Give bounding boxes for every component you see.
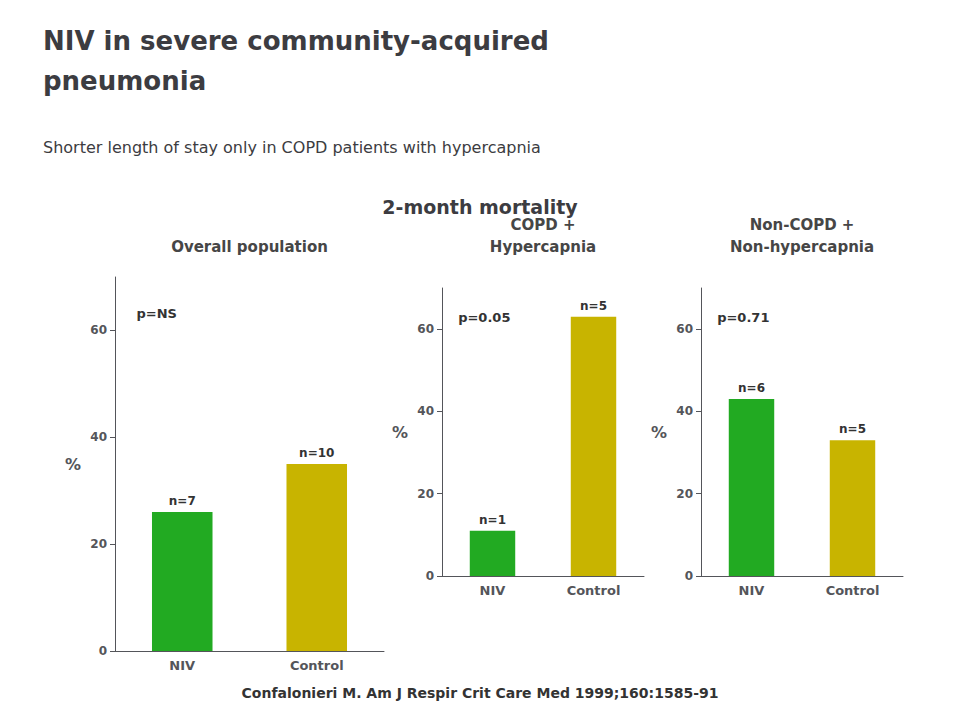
svg-text:20: 20	[90, 537, 107, 551]
svg-text:pneumonia: pneumonia	[43, 66, 206, 96]
svg-text:COPD +: COPD +	[511, 216, 576, 234]
svg-text:n=5: n=5	[580, 299, 607, 313]
svg-text:60: 60	[676, 322, 693, 336]
svg-text:n=5: n=5	[839, 422, 866, 436]
svg-text:60: 60	[90, 323, 107, 337]
svg-text:Confalonieri M. Am J Respir Cr: Confalonieri M. Am J Respir Crit Care Me…	[242, 685, 719, 701]
svg-text:0: 0	[685, 569, 693, 583]
svg-text:40: 40	[417, 404, 434, 418]
svg-text:Control: Control	[826, 583, 880, 598]
svg-text:0: 0	[99, 644, 107, 658]
svg-text:n=1: n=1	[479, 513, 506, 527]
svg-text:20: 20	[417, 487, 434, 501]
svg-text:Control: Control	[290, 658, 344, 673]
svg-text:p=0.05: p=0.05	[458, 310, 510, 325]
svg-text:n=10: n=10	[299, 446, 334, 460]
svg-text:n=7: n=7	[169, 494, 196, 508]
svg-text:60: 60	[417, 322, 434, 336]
svg-text:NIV: NIV	[169, 658, 195, 673]
svg-text:40: 40	[676, 404, 693, 418]
svg-text:p=0.71: p=0.71	[717, 310, 769, 325]
svg-text:n=6: n=6	[738, 381, 765, 395]
svg-text:%: %	[392, 423, 408, 442]
svg-text:%: %	[651, 423, 667, 442]
svg-text:NIV: NIV	[739, 583, 765, 598]
svg-text:40: 40	[90, 430, 107, 444]
svg-text:Non-COPD +: Non-COPD +	[750, 216, 855, 234]
svg-text:Non-hypercapnia: Non-hypercapnia	[730, 238, 874, 256]
svg-text:Overall population: Overall population	[171, 238, 328, 256]
svg-text:2-month mortality: 2-month mortality	[382, 196, 578, 218]
svg-text:Shorter length of stay only in: Shorter length of stay only in COPD pati…	[43, 138, 541, 157]
svg-text:20: 20	[676, 487, 693, 501]
svg-text:NIV in severe community-acquir: NIV in severe community-acquired	[43, 26, 549, 56]
svg-text:0: 0	[426, 569, 434, 583]
svg-text:%: %	[65, 455, 81, 474]
svg-text:p=NS: p=NS	[137, 306, 177, 321]
svg-text:Hypercapnia: Hypercapnia	[490, 238, 596, 256]
svg-text:NIV: NIV	[480, 583, 506, 598]
svg-text:Control: Control	[567, 583, 621, 598]
